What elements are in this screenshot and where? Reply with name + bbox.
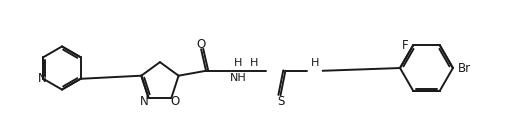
Text: N: N	[140, 95, 149, 108]
Text: O: O	[196, 38, 205, 51]
Text: S: S	[276, 95, 284, 108]
Text: H: H	[234, 58, 242, 68]
Text: O: O	[171, 95, 180, 108]
Text: Br: Br	[457, 62, 470, 75]
Text: NH: NH	[230, 73, 246, 83]
Text: F: F	[401, 39, 408, 52]
Text: H: H	[310, 58, 318, 68]
Text: N: N	[38, 72, 47, 85]
Text: H: H	[249, 58, 258, 68]
